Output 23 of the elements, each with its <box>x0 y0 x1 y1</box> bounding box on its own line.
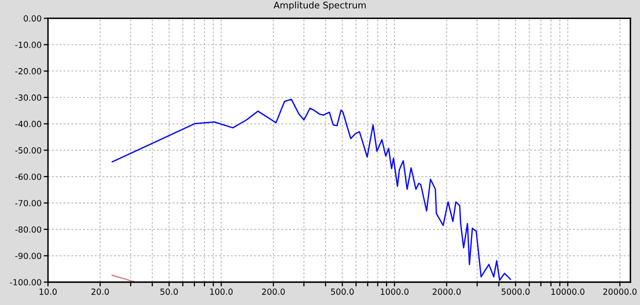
x-tick-label: 5000.0 <box>502 288 530 295</box>
y-tick-label: -90.00 <box>15 252 42 260</box>
y-tick-label: -40.00 <box>15 120 42 128</box>
x-tick-label: 500.0 <box>331 288 354 295</box>
x-tick-label: 1000.0 <box>380 288 409 295</box>
y-tick-label: 0.00 <box>24 15 42 22</box>
x-tick-label: 2000.0 <box>432 288 461 295</box>
y-tick-label: -70.00 <box>15 200 42 206</box>
x-tick-label: 10.0 <box>40 288 57 295</box>
y-tick-label: -10.00 <box>15 42 42 48</box>
y-tick-label: -60.00 <box>15 174 42 180</box>
chart-title: Amplitude Spectrum <box>274 2 366 10</box>
y-tick-label: -30.00 <box>15 94 42 101</box>
x-tick-label: 20.0 <box>91 288 109 295</box>
y-tick-label: -100.00 <box>10 279 42 286</box>
y-tick-label: -20.00 <box>15 68 42 74</box>
y-tick-label: -80.00 <box>15 226 42 233</box>
y-tick-label: -50.00 <box>15 147 42 154</box>
x-tick-label: 10000.0 <box>551 288 584 295</box>
x-tick-label: 20000.0 <box>603 288 637 295</box>
x-tick-label: 100.0 <box>210 288 233 295</box>
x-tick-label: 50.0 <box>160 288 178 295</box>
x-tick-label: 200.0 <box>262 288 285 295</box>
